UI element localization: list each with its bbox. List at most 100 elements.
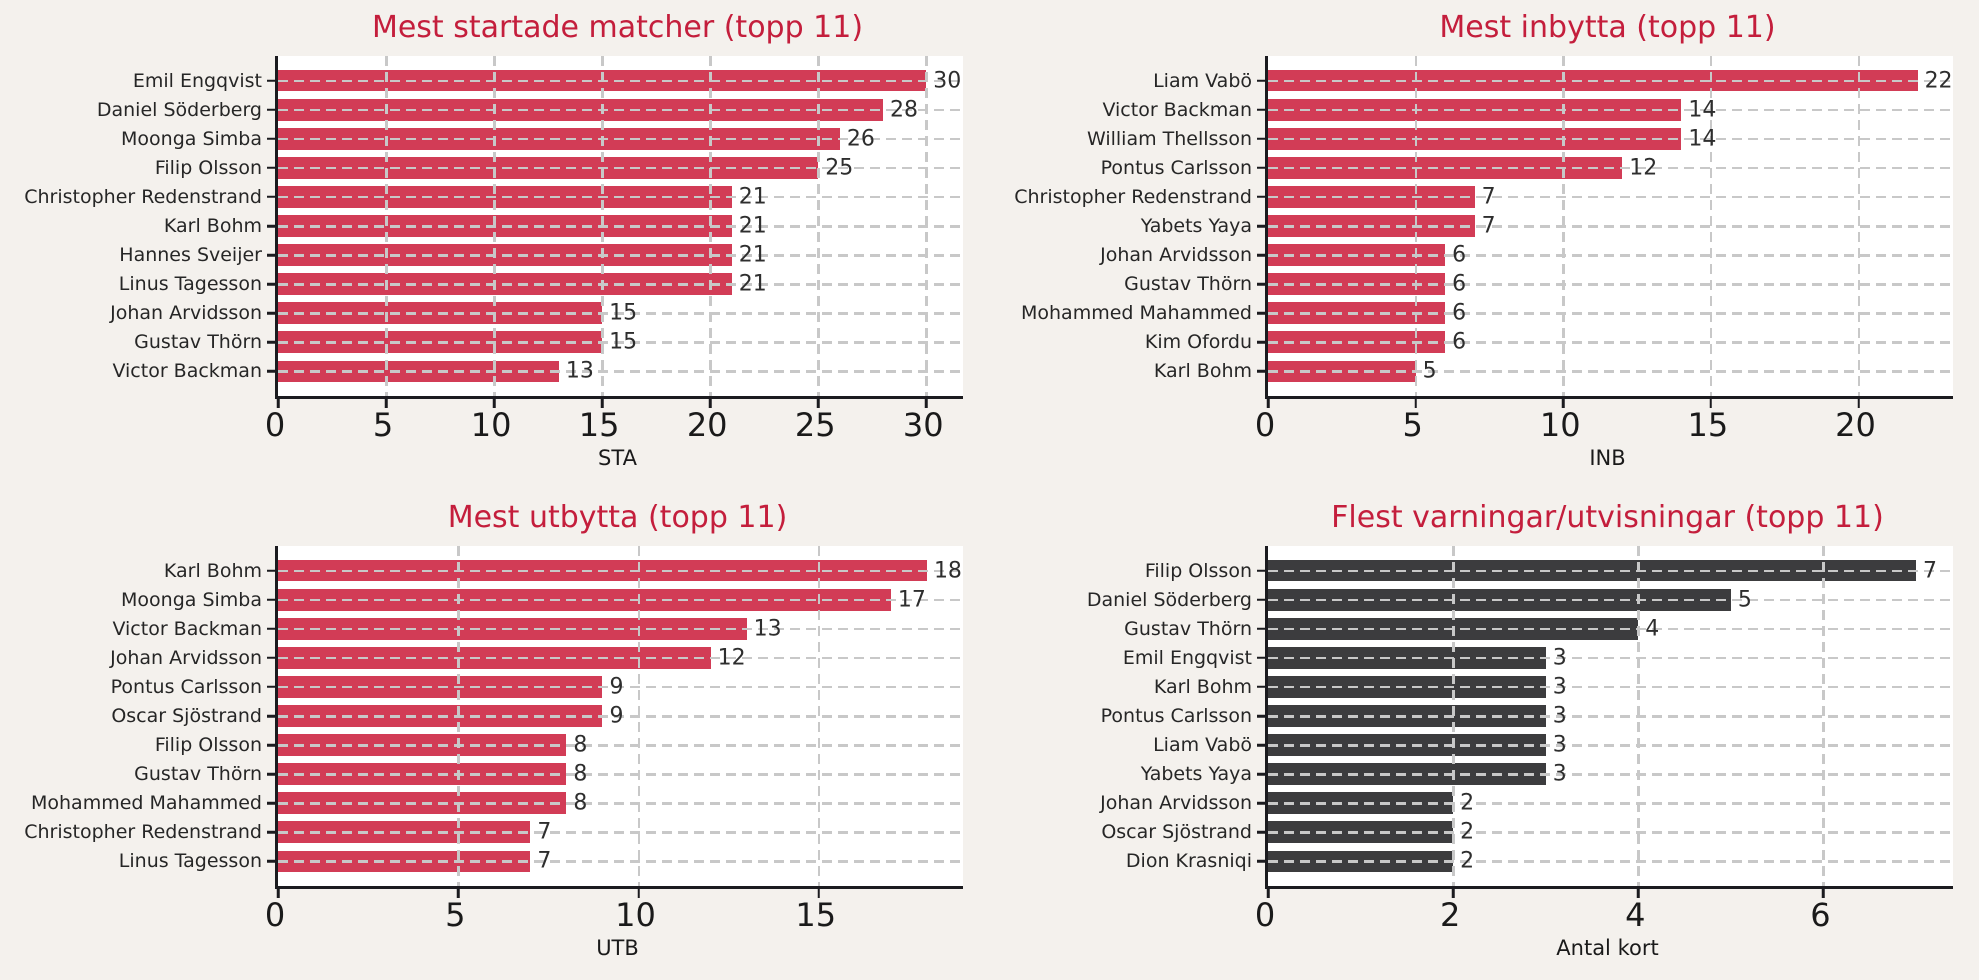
x-axis-label: Antal kort bbox=[1556, 936, 1659, 960]
tick-mark bbox=[600, 399, 604, 408]
tick-mark bbox=[1414, 399, 1417, 408]
tick-mark bbox=[267, 743, 275, 747]
gridline bbox=[278, 166, 963, 170]
gridline bbox=[278, 79, 963, 83]
gridline bbox=[637, 546, 641, 886]
tick-mark bbox=[1709, 399, 1713, 408]
gridline bbox=[1268, 773, 1953, 776]
tick-mark bbox=[1257, 253, 1265, 257]
gridline bbox=[601, 56, 604, 396]
bar-value-label: 21 bbox=[738, 242, 767, 268]
y-tick-label: Moonga Simba bbox=[121, 588, 262, 611]
tick-mark bbox=[1257, 224, 1265, 228]
y-tick-label: Mohammed Mahammed bbox=[31, 792, 262, 815]
gridline bbox=[278, 656, 963, 660]
y-tick-label: Daniel Söderberg bbox=[1086, 588, 1252, 611]
gridline bbox=[1268, 802, 1953, 805]
x-tick-label: 15 bbox=[795, 896, 837, 934]
bar-value-label: 2 bbox=[1460, 790, 1475, 816]
bar-value-label: 2 bbox=[1460, 848, 1475, 874]
gridline bbox=[1822, 546, 1825, 886]
x-tick-label: 10 bbox=[615, 896, 656, 934]
plot-area: Karl Bohm 18 Moonga Simba 17 Victor Backman 1… bbox=[24, 546, 963, 898]
y-tick-label: Karl Bohm bbox=[163, 215, 262, 237]
bar-value-label: 3 bbox=[1552, 703, 1567, 729]
chart-title: Mest utbytta (topp 11) bbox=[447, 500, 788, 535]
bar-value-label: 2 bbox=[1460, 819, 1475, 845]
y-tick-label: Christopher Redenstrand bbox=[24, 821, 262, 844]
y-tick-label: Victor Backman bbox=[112, 360, 262, 383]
tick-mark bbox=[708, 399, 712, 408]
bar-value-label: 15 bbox=[609, 329, 638, 355]
y-tick-label: Hannes Sveijer bbox=[119, 244, 262, 267]
x-tick-label: 10 bbox=[1539, 406, 1581, 444]
tick-mark bbox=[267, 801, 275, 805]
y-tick-label: Kim Ofordu bbox=[1144, 331, 1252, 354]
x-tick-label: 30 bbox=[902, 406, 944, 444]
y-tick-label: Pontus Carlsson bbox=[110, 675, 262, 698]
bar-value-label: 8 bbox=[573, 761, 588, 787]
tick-mark bbox=[267, 166, 275, 170]
gridline bbox=[493, 56, 496, 396]
bar-value-label: 7 bbox=[537, 819, 552, 845]
tick-mark bbox=[267, 195, 275, 199]
gridline bbox=[1452, 546, 1455, 886]
gridline bbox=[278, 598, 963, 602]
chart-panel-most-cards: Flest varningar/utvisningar (topp 11) Fi… bbox=[990, 490, 1979, 980]
tick-mark bbox=[1257, 598, 1265, 602]
tick-mark bbox=[267, 253, 275, 257]
tick-mark bbox=[1257, 656, 1265, 660]
x-tick-label: 5 bbox=[1402, 406, 1423, 444]
tick-mark bbox=[267, 569, 275, 572]
bar-value-label: 5 bbox=[1422, 358, 1437, 384]
x-tick-label: 5 bbox=[372, 406, 394, 444]
x-tick-label: 6 bbox=[1810, 896, 1831, 934]
x-axis-tick-labels: 0 5 10 15 bbox=[265, 896, 960, 936]
bar-value-label: 21 bbox=[738, 184, 767, 210]
y-tick-label: Dion Krasniqi bbox=[1125, 850, 1252, 873]
bar-value-label: 6 bbox=[1452, 300, 1467, 326]
x-axis-label: INB bbox=[1589, 446, 1626, 470]
gridline bbox=[278, 773, 963, 776]
tick-mark bbox=[1257, 801, 1265, 805]
bar-value-label: 3 bbox=[1552, 761, 1567, 787]
bar-value-label: 7 bbox=[537, 848, 552, 874]
gridline bbox=[385, 56, 388, 396]
gridline bbox=[1268, 831, 1953, 834]
tick-mark bbox=[1257, 860, 1265, 863]
chart-title: Mest startade matcher (topp 11) bbox=[371, 10, 864, 45]
gridline bbox=[278, 715, 963, 718]
bar-value-label: 4 bbox=[1645, 616, 1660, 642]
tick-mark bbox=[1257, 108, 1265, 112]
tick-mark bbox=[1257, 685, 1265, 689]
gridline bbox=[1268, 627, 1953, 631]
x-axis-label: STA bbox=[598, 446, 637, 470]
tick-mark bbox=[637, 889, 640, 898]
y-tick-label: Pontus Carlsson bbox=[1100, 156, 1252, 179]
tick-mark bbox=[457, 889, 460, 898]
x-tick-label: 2 bbox=[1439, 896, 1461, 934]
bar-value-label: 7 bbox=[1481, 184, 1496, 210]
bar-value-label: 22 bbox=[1924, 68, 1953, 94]
y-tick-label: Yabets Yaya bbox=[1140, 215, 1252, 237]
tick-mark bbox=[267, 830, 275, 834]
y-tick-label: Johan Arvidsson bbox=[110, 302, 262, 325]
gridline bbox=[278, 195, 963, 199]
y-tick-label: Filip Olsson bbox=[1144, 559, 1252, 582]
bar-value-label: 3 bbox=[1552, 645, 1567, 671]
gridline bbox=[278, 685, 963, 689]
chart-panel-most-started: Mest startade matcher (topp 11) Emil Eng… bbox=[0, 0, 990, 490]
bar-value-label: 3 bbox=[1552, 732, 1567, 758]
tick-mark bbox=[817, 889, 821, 898]
bar-value-label: 21 bbox=[738, 271, 767, 297]
y-tick-label: Filip Olsson bbox=[154, 734, 262, 757]
gridline bbox=[278, 744, 963, 747]
tick-mark bbox=[267, 656, 275, 660]
tick-mark bbox=[1257, 772, 1265, 776]
gridline bbox=[278, 341, 963, 344]
tick-mark bbox=[492, 399, 496, 408]
tick-mark bbox=[1266, 889, 1270, 898]
gridline bbox=[925, 56, 928, 396]
bar-value-label: 13 bbox=[753, 616, 782, 642]
y-tick-label: Yabets Yaya bbox=[1140, 763, 1252, 786]
